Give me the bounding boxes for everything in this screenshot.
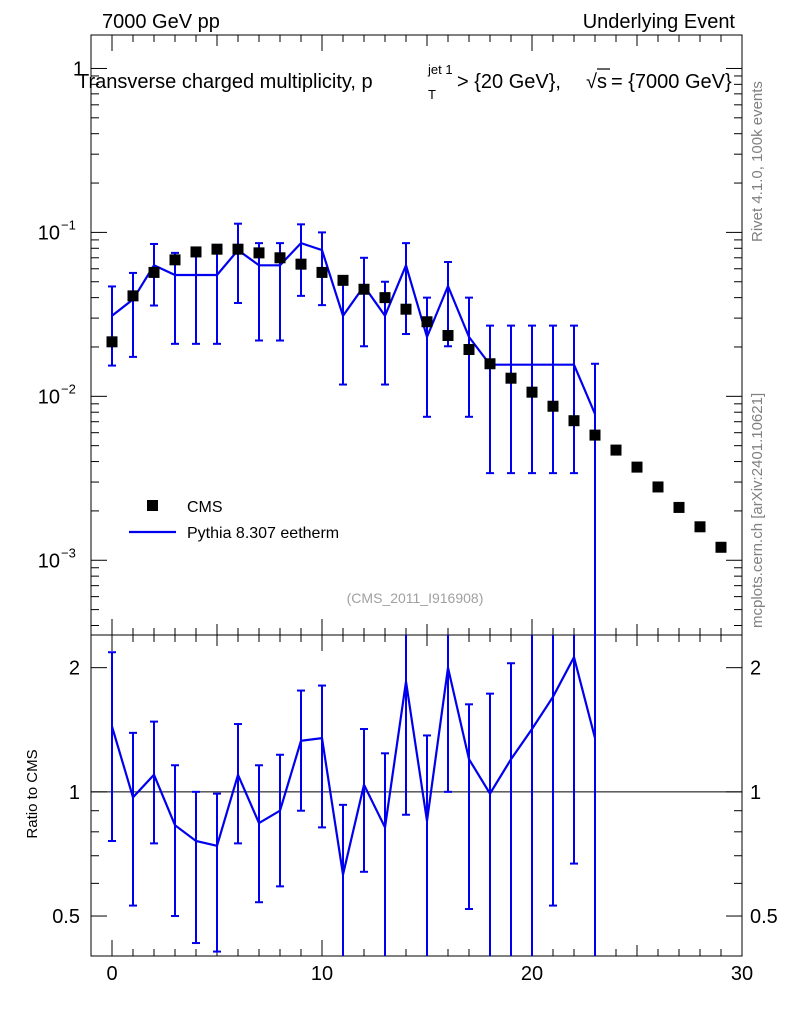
cms-data-point	[358, 283, 370, 295]
cms-data-point	[106, 336, 118, 348]
cms-data-point	[442, 329, 454, 341]
main-y-tick-exponent: −2	[61, 381, 76, 396]
x-tick-label: 0	[106, 963, 117, 985]
cms-data-point	[694, 521, 706, 533]
cms-data-point	[190, 246, 202, 258]
legend-data-label: CMS	[187, 499, 223, 516]
main-y-tick-label: 1	[73, 58, 84, 80]
main-y-tick-label: 10	[38, 550, 60, 572]
cms-data-point	[421, 316, 433, 328]
x-tick-label: 20	[521, 963, 543, 985]
plot-title-subscript: T	[428, 87, 436, 102]
data-series	[106, 243, 727, 553]
mc-curve	[111, 241, 597, 415]
cms-data-point	[673, 501, 685, 513]
cms-data-point	[547, 400, 559, 412]
x-tick-label: 10	[311, 963, 333, 985]
cms-data-point	[337, 274, 349, 286]
legend-data-marker	[147, 500, 158, 511]
beam-label: 7000 GeV pp	[102, 11, 220, 33]
plot-title-energy: = {7000 GeV}	[611, 71, 732, 93]
cms-data-point	[379, 292, 391, 304]
ratio-y-tick-label-left: 2	[69, 658, 80, 680]
cms-data-point	[484, 358, 496, 370]
cms-data-point	[505, 372, 517, 384]
cms-data-point	[295, 258, 307, 270]
plot-title-main: Transverse charged multiplicity, p	[77, 71, 373, 93]
main-y-tick-label: 10	[38, 386, 60, 408]
ratio-y-tick-label-left: 1	[69, 782, 80, 804]
plot-title-sqrt-s: √s	[586, 71, 607, 93]
cms-data-point	[589, 429, 601, 441]
plot-title: Transverse charged multiplicity, p jet 1…	[77, 62, 732, 102]
ratio-panel-frame	[90, 634, 743, 957]
cms-data-point	[148, 266, 160, 278]
process-label: Underlying Event	[583, 11, 736, 33]
cms-data-point	[316, 266, 328, 278]
mcplots-label: mcplots.cern.ch [arXiv:2401.10621]	[749, 393, 766, 628]
ratio-curve	[110, 654, 597, 875]
ratio-y-axis-label: Ratio to CMS	[24, 749, 41, 838]
cms-data-point	[232, 243, 244, 255]
main-y-tick-exponent: −1	[61, 217, 76, 232]
cms-data-point	[631, 461, 643, 473]
cms-data-point	[253, 247, 265, 259]
x-tick-label: 30	[731, 963, 753, 985]
main-y-tick-label: 10	[38, 222, 60, 244]
ratio-series	[108, 635, 597, 956]
plot-title-superscript: jet 1	[427, 62, 453, 77]
main-panel-frame	[90, 34, 743, 636]
main-axes: 110−110−210−3	[38, 35, 743, 635]
cms-data-point	[400, 303, 412, 315]
cms-data-point	[127, 290, 139, 302]
mc-series	[108, 222, 599, 635]
rivet-version-label: Rivet 4.1.0, 100k events	[749, 81, 766, 242]
cms-data-point	[715, 541, 727, 553]
ratio-y-tick-label-left: 0.5	[52, 906, 80, 928]
legend: CMS Pythia 8.307 eetherm	[129, 499, 339, 542]
cms-data-point	[610, 444, 622, 456]
cms-data-point	[652, 481, 664, 493]
ratio-y-tick-label-right: 0.5	[750, 906, 778, 928]
cms-data-point	[274, 252, 286, 264]
main-y-tick-exponent: −3	[61, 545, 76, 560]
ratio-y-tick-label-right: 1	[750, 782, 761, 804]
cms-data-point	[568, 415, 580, 427]
legend-mc-label: Pythia 8.307 eetherm	[187, 525, 339, 542]
cms-data-point	[463, 344, 475, 356]
ratio-y-tick-label-right: 2	[750, 658, 761, 680]
cms-data-point	[211, 243, 223, 255]
ratio-axes: 0.5 0.51 12 20 10 20 30	[52, 635, 778, 985]
cms-data-point	[526, 386, 538, 398]
plot-title-cut: > {20 GeV},	[457, 71, 561, 93]
analysis-id: (CMS_2011_I916908)	[347, 590, 484, 606]
cms-data-point	[169, 254, 181, 266]
